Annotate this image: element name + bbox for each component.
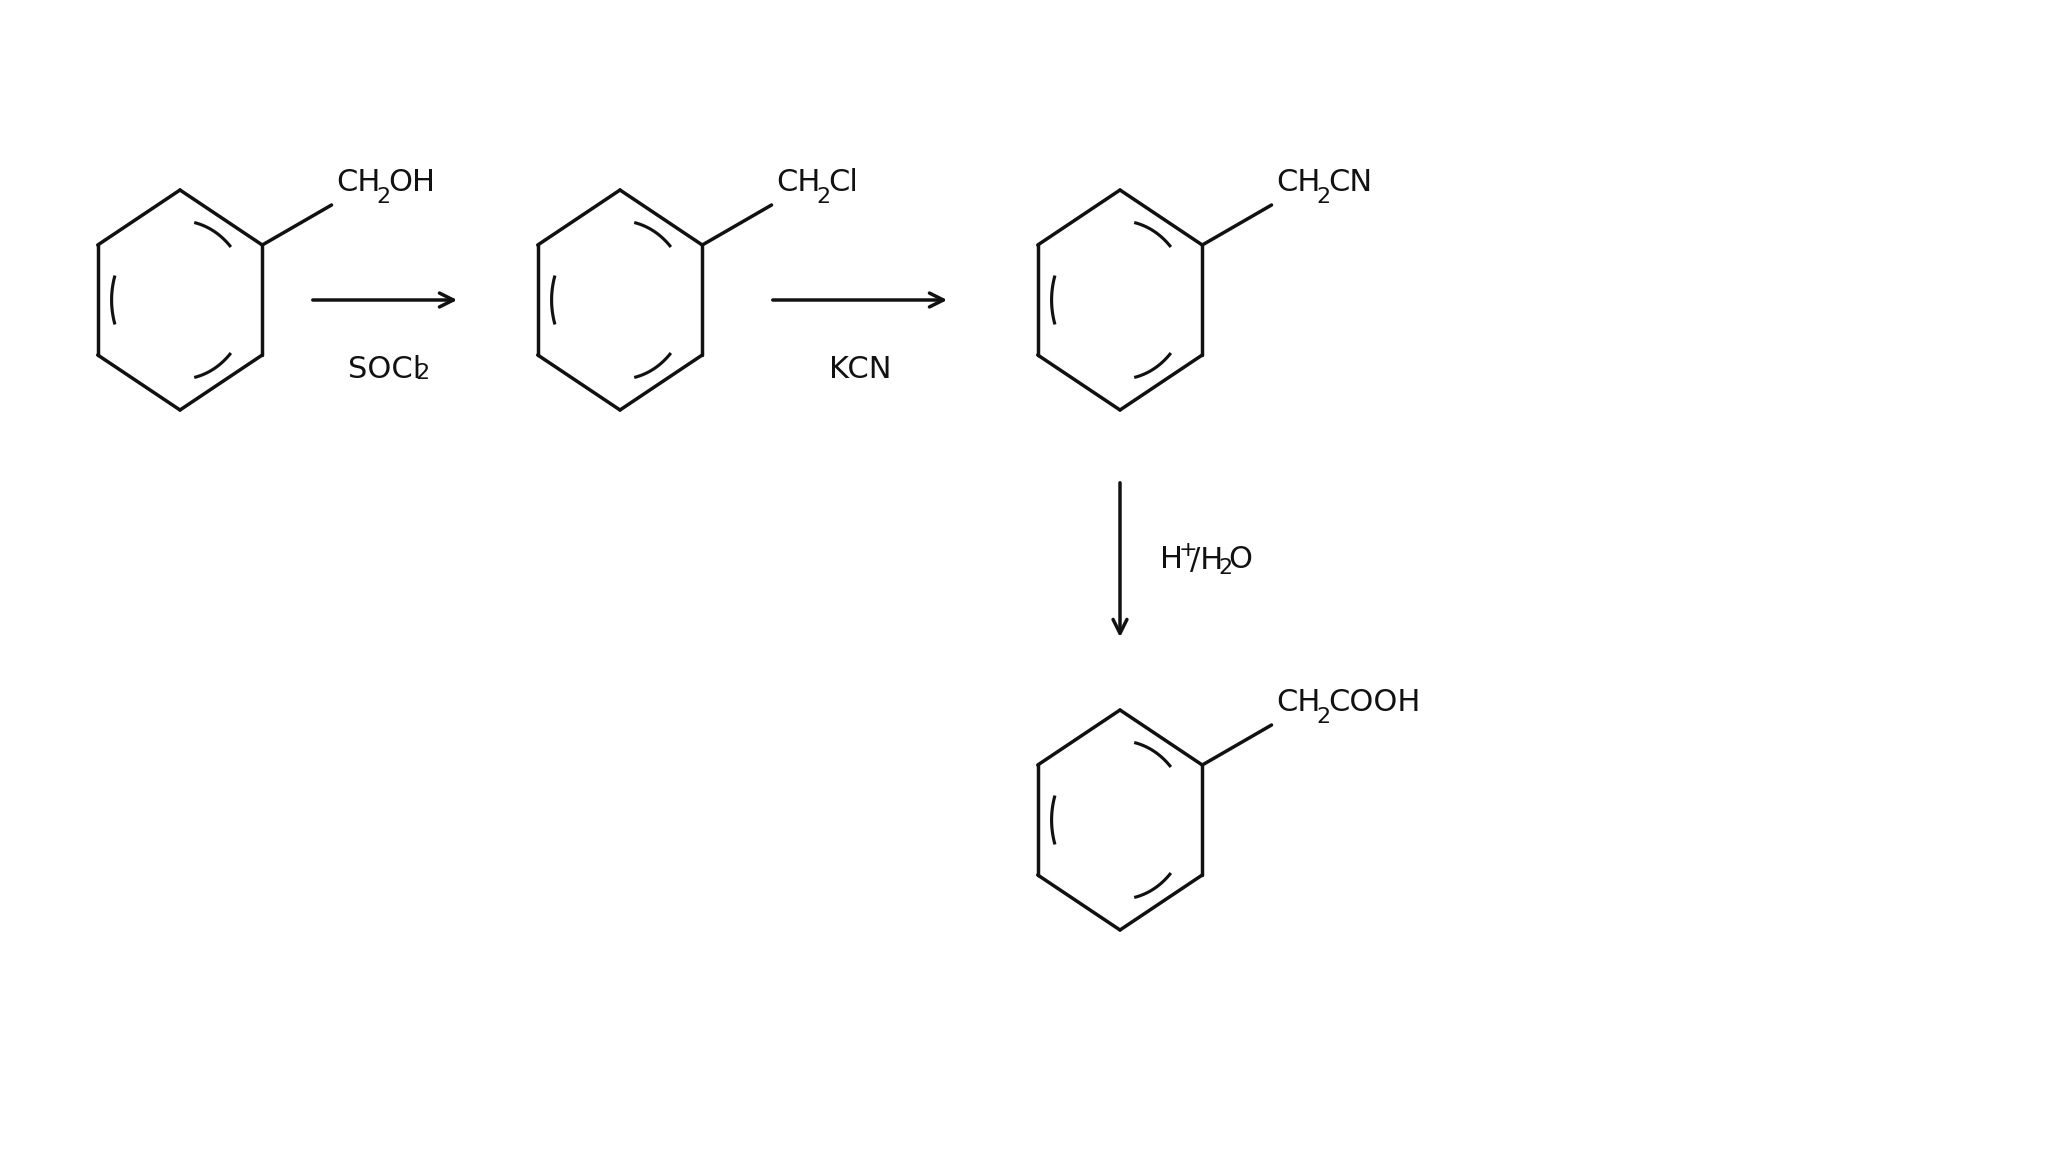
Text: 2: 2 xyxy=(1219,559,1233,578)
Text: OH: OH xyxy=(389,168,436,197)
Text: +: + xyxy=(1180,540,1198,560)
Text: CN: CN xyxy=(1329,168,1372,197)
Text: CH: CH xyxy=(336,168,381,197)
Text: SOCl: SOCl xyxy=(348,354,422,384)
Text: H: H xyxy=(1159,546,1184,575)
Text: /H: /H xyxy=(1190,546,1223,575)
Text: CH: CH xyxy=(1276,688,1321,717)
Text: 2: 2 xyxy=(416,363,430,382)
Text: 2: 2 xyxy=(1317,187,1331,208)
Text: 2: 2 xyxy=(817,187,831,208)
Text: 2: 2 xyxy=(1317,707,1331,726)
Text: 2: 2 xyxy=(377,187,391,208)
Text: O: O xyxy=(1229,546,1251,575)
Text: CH: CH xyxy=(1276,168,1321,197)
Text: CH: CH xyxy=(776,168,821,197)
Text: Cl: Cl xyxy=(829,168,858,197)
Text: KCN: KCN xyxy=(829,354,891,384)
Text: COOH: COOH xyxy=(1329,688,1421,717)
